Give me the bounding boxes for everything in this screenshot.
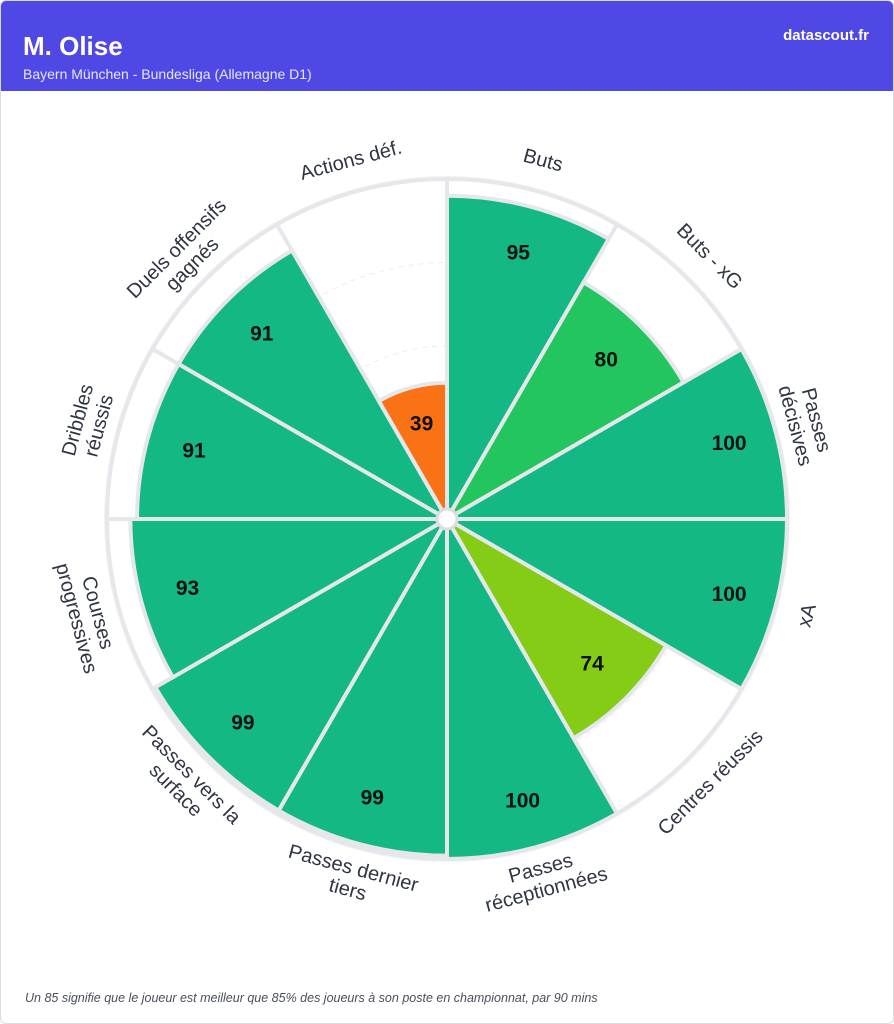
value-slice (439, 346, 790, 521)
value-slice (152, 513, 453, 814)
value-label: 91 (250, 322, 274, 345)
value-slice (135, 361, 455, 521)
value-label: 74 (580, 653, 604, 676)
category-label: Buts (521, 145, 565, 177)
value-label: 99 (361, 786, 384, 809)
value-label: 100 (712, 583, 747, 606)
header-bar: M. Olise Bayern München - Bundesliga (Al… (1, 1, 893, 91)
team-league: Bayern München - Bundesliga (Allemagne D… (23, 66, 312, 82)
value-slice (376, 380, 449, 527)
value-slice (439, 517, 790, 692)
player-name: M. Olise (23, 31, 123, 61)
value-slice (445, 193, 612, 527)
value-label: 100 (505, 790, 540, 813)
category-label: Dribblesréussis (58, 382, 119, 464)
value-label: 93 (176, 577, 199, 600)
value-label: 39 (410, 413, 433, 436)
category-label: xA (794, 601, 821, 630)
value-label: 95 (507, 242, 531, 265)
value-label: 80 (595, 348, 618, 371)
brand-link[interactable]: datascout.fr (783, 27, 869, 44)
center-hub (435, 507, 459, 531)
value-slice (275, 511, 449, 858)
value-slice (445, 511, 620, 862)
value-slice (441, 279, 687, 525)
value-slice (175, 247, 453, 525)
value-label: 99 (231, 712, 254, 735)
footnote: Un 85 signifie que le joueur est meilleu… (25, 991, 598, 1005)
value-slice (128, 517, 455, 681)
value-label: 91 (182, 440, 206, 463)
value-label: 100 (712, 432, 747, 455)
value-slice (441, 513, 669, 741)
category-label: Actions déf. (298, 137, 405, 185)
